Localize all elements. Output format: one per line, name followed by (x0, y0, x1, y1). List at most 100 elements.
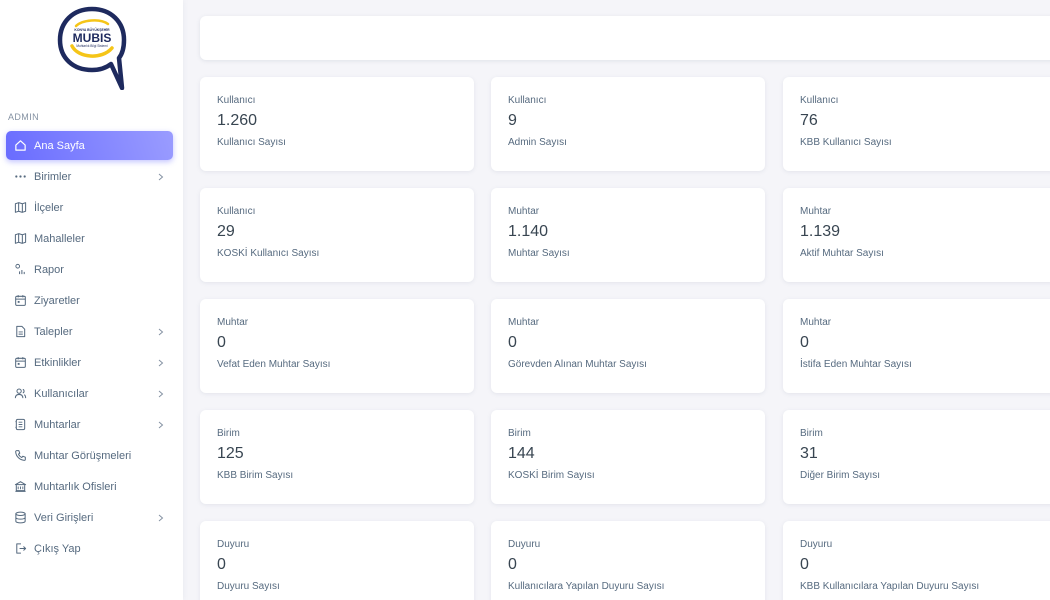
stat-value: 125 (217, 445, 244, 462)
stat-value: 144 (508, 445, 535, 462)
sidebar-item-label: Etkinlikler (34, 356, 82, 369)
stat-value: 0 (217, 334, 226, 351)
calendar-icon (13, 356, 27, 370)
stat-category: Muhtar (508, 317, 540, 328)
stat-card: Kullanıcı 29 KOSKİ Kullanıcı Sayısı (200, 188, 474, 282)
stat-card: Duyuru 0 Kullanıcılara Yapılan Duyuru Sa… (491, 521, 765, 600)
stat-label: Muhtar Sayısı (508, 248, 570, 259)
stat-card: Birim 31 Diğer Birim Sayısı (783, 410, 1050, 504)
sidebar-item-veri-girisleri[interactable]: Veri Girişleri (6, 503, 173, 532)
home-icon (13, 139, 27, 153)
stat-card: Duyuru 0 Duyuru Sayısı (200, 521, 474, 600)
stat-category: Muhtar (800, 317, 832, 328)
stat-label: Vefat Eden Muhtar Sayısı (217, 359, 331, 370)
stat-label: Görevden Alınan Muhtar Sayısı (508, 359, 647, 370)
sidebar-item-label: Çıkış Yap (34, 542, 81, 555)
stat-value: 0 (800, 556, 809, 573)
sidebar-item-muhtar-gorusmeleri[interactable]: Muhtar Görüşmeleri (6, 441, 173, 470)
chevron-right-icon (157, 173, 165, 181)
sidebar-item-muhtarlar[interactable]: Muhtarlar (6, 410, 173, 439)
chevron-right-icon (157, 359, 165, 367)
dots-icon (13, 170, 27, 184)
sidebar-item-label: Muhtarlık Ofisleri (34, 480, 117, 493)
sidebar-item-label: Ziyaretler (34, 294, 80, 307)
map-icon (13, 201, 27, 215)
stat-label: Admin Sayısı (508, 137, 567, 148)
sidebar-item-birimler[interactable]: Birimler (6, 162, 173, 191)
chevron-right-icon (157, 421, 165, 429)
stat-category: Birim (217, 428, 240, 439)
stat-label: KOSKİ Kullanıcı Sayısı (217, 248, 320, 259)
database-icon (13, 511, 27, 525)
stat-category: Kullanıcı (217, 95, 256, 106)
sidebar-item-label: Veri Girişleri (34, 511, 94, 524)
stat-card: Kullanıcı 76 KBB Kullanıcı Sayısı (783, 77, 1050, 171)
sidebar-item-ziyaretler[interactable]: Ziyaretler (6, 286, 173, 315)
stat-label: Kullanıcılara Yapılan Duyuru Sayısı (508, 581, 665, 592)
stat-card: Birim 125 KBB Birim Sayısı (200, 410, 474, 504)
stat-value: 1.140 (508, 223, 549, 240)
chevron-right-icon (157, 328, 165, 336)
stat-value: 0 (508, 334, 517, 351)
stat-label: Diğer Birim Sayısı (800, 470, 881, 481)
sidebar-item-mahalleler[interactable]: Mahalleler (6, 224, 173, 253)
stat-value: 29 (217, 223, 235, 240)
stat-value: 0 (508, 556, 517, 573)
sidebar-item-ana-sayfa[interactable]: Ana Sayfa (6, 131, 173, 160)
stat-label: KBB Kullanıcı Sayısı (800, 137, 892, 148)
stat-label: KBB Kullanıcılara Yapılan Duyuru Sayısı (800, 581, 980, 592)
sidebar-item-label: Mahalleler (34, 232, 85, 245)
stat-value: 1.260 (217, 112, 258, 129)
sidebar-item-kullanicilar[interactable]: Kullanıcılar (6, 379, 173, 408)
sidebar-item-label: Ana Sayfa (34, 139, 85, 152)
building-icon (13, 480, 27, 494)
sidebar-item-label: Talepler (34, 325, 73, 338)
report-icon (13, 263, 27, 277)
sidebar-item-etkinlikler[interactable]: Etkinlikler (6, 348, 173, 377)
top-navbar (200, 16, 1050, 60)
chevron-right-icon (157, 514, 165, 522)
sidebar-item-label: Kullanıcılar (34, 387, 89, 400)
sidebar-item-rapor[interactable]: Rapor (6, 255, 173, 284)
logo-bubble-icon: KONYA BÜYÜKŞEHİR MUBIS Muhtarlık Bilgi S… (57, 6, 126, 91)
sidebar-item-cikis-yap[interactable]: Çıkış Yap (6, 534, 173, 563)
stat-category: Muhtar (508, 206, 540, 217)
id-badge-icon (13, 418, 27, 432)
stat-category: Duyuru (508, 539, 541, 550)
stat-card: Muhtar 1.139 Aktif Muhtar Sayısı (783, 188, 1050, 282)
sidebar-menu: Ana Sayfa Birimler İlçeler Mahallel (6, 131, 173, 565)
map-icon (13, 232, 27, 246)
stat-category: Kullanıcı (800, 95, 839, 106)
stat-value: 31 (800, 445, 818, 462)
stat-label: Aktif Muhtar Sayısı (800, 248, 884, 259)
sidebar-item-ilceler[interactable]: İlçeler (6, 193, 173, 222)
sidebar-item-label: İlçeler (34, 201, 64, 214)
stat-category: Duyuru (217, 539, 250, 550)
logo-top-text: KONYA BÜYÜKŞEHİR (74, 27, 110, 32)
stat-category: Muhtar (800, 206, 832, 217)
stat-category: Birim (800, 428, 823, 439)
stat-card: Duyuru 0 KBB Kullanıcılara Yapılan Duyur… (783, 521, 1050, 600)
sidebar-item-talepler[interactable]: Talepler (6, 317, 173, 346)
sidebar-item-muhtarlik-ofisleri[interactable]: Muhtarlık Ofisleri (6, 472, 173, 501)
chevron-right-icon (157, 390, 165, 398)
stat-category: Duyuru (800, 539, 833, 550)
stat-card: Birim 144 KOSKİ Birim Sayısı (491, 410, 765, 504)
stat-value: 1.139 (800, 223, 841, 240)
file-icon (13, 325, 27, 339)
logout-icon (13, 542, 27, 556)
stat-category: Birim (508, 428, 531, 439)
stat-value: 76 (800, 112, 818, 129)
logo-brand: MUBIS (72, 31, 111, 45)
stat-category: Kullanıcı (217, 206, 256, 217)
stat-value: 0 (217, 556, 226, 573)
main-content: Kullanıcı 1.260 Kullanıcı Sayısı Kullanı… (183, 0, 1050, 600)
stat-label: Duyuru Sayısı (217, 581, 280, 592)
stat-category: Muhtar (217, 317, 249, 328)
stat-label: İstifa Eden Muhtar Sayısı (800, 359, 912, 370)
stat-value: 0 (800, 334, 809, 351)
stat-label: KOSKİ Birim Sayısı (508, 470, 595, 481)
users-icon (13, 387, 27, 401)
logo-area[interactable]: KONYA BÜYÜKŞEHİR MUBIS Muhtarlık Bilgi S… (0, 0, 183, 96)
